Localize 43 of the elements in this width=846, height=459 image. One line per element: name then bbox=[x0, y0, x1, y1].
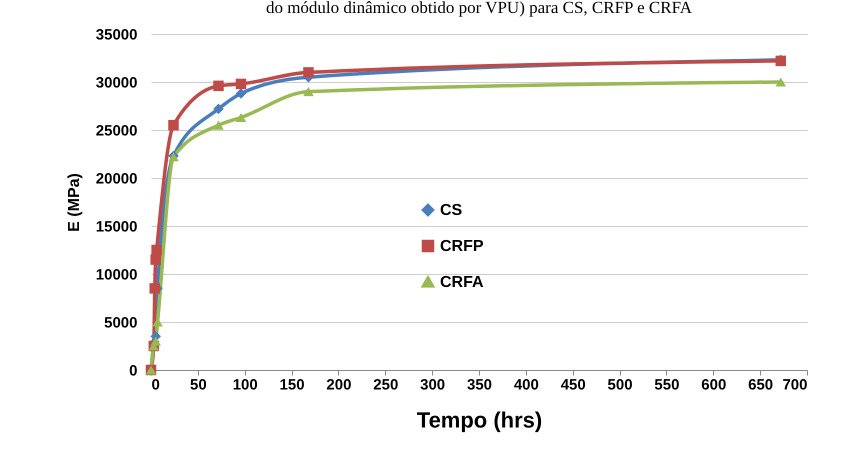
x-tick-label: 50 bbox=[190, 376, 207, 394]
point bbox=[213, 80, 224, 92]
x-tick-label: 450 bbox=[560, 376, 586, 394]
point bbox=[303, 87, 314, 96]
point bbox=[168, 120, 179, 130]
x-tick-label: 250 bbox=[373, 376, 398, 394]
x-tick-label: 100 bbox=[232, 376, 258, 394]
point bbox=[213, 120, 224, 130]
y-tick-label: 35000 bbox=[96, 26, 138, 44]
point bbox=[236, 88, 246, 99]
x-tick-label: 150 bbox=[280, 376, 305, 394]
y-tick-label: 15000 bbox=[96, 218, 138, 236]
y-axis-title: E (MPa) bbox=[66, 173, 83, 232]
y-tick-label: 20000 bbox=[96, 170, 138, 188]
x-tick-label: 400 bbox=[514, 376, 539, 394]
x-tick-label: 0 bbox=[152, 376, 160, 394]
y-tick-label: 25000 bbox=[96, 122, 138, 140]
point bbox=[236, 112, 246, 122]
x-tick-label: 300 bbox=[420, 376, 446, 394]
point bbox=[213, 104, 224, 114]
point bbox=[150, 283, 160, 294]
point bbox=[776, 77, 786, 87]
point bbox=[303, 67, 314, 78]
x-tick-label: 350 bbox=[466, 376, 492, 394]
chart-title: do módulo dinâmico obtido por VPU) para CS, CRFP e CRFA bbox=[266, 0, 693, 17]
legend-label: CRFP bbox=[440, 238, 484, 255]
y-tick-label: 0 bbox=[129, 362, 138, 380]
x-tick-label: 550 bbox=[654, 376, 680, 394]
y-tick-label: 30000 bbox=[96, 74, 138, 92]
x-tick-label: 200 bbox=[326, 376, 352, 394]
y-tick-label: 10000 bbox=[96, 266, 138, 284]
y-tick-label: 5000 bbox=[104, 314, 138, 332]
x-tick-label: 700 bbox=[782, 376, 808, 394]
point bbox=[236, 78, 246, 90]
x-tick-label: 600 bbox=[701, 376, 726, 394]
x-tick-label: 650 bbox=[748, 376, 774, 394]
legend-label: CRFA bbox=[440, 274, 484, 291]
point bbox=[151, 244, 162, 256]
x-axis-title: Tempo (hrs) bbox=[416, 408, 542, 432]
x-tick-label: 500 bbox=[608, 376, 633, 394]
point bbox=[150, 336, 161, 346]
legend-label: CS bbox=[440, 202, 463, 219]
point bbox=[150, 254, 161, 265]
